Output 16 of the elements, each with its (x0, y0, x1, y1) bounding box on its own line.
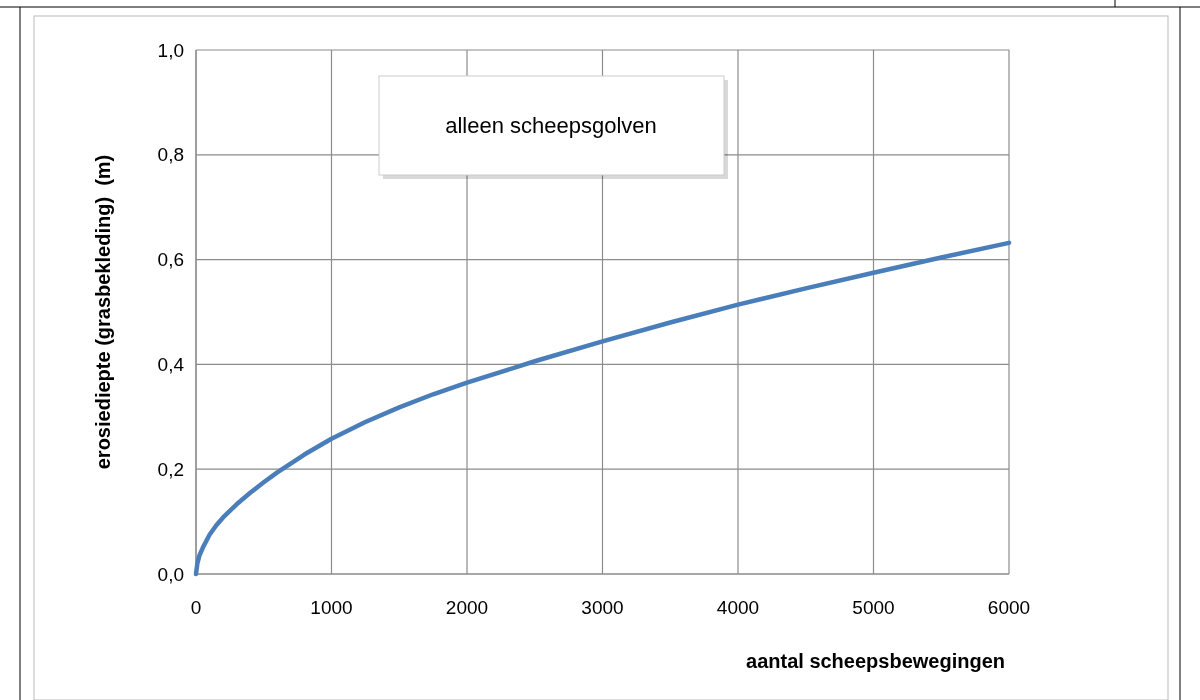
x-tick-label: 5000 (852, 597, 895, 618)
x-tick-label: 4000 (716, 597, 760, 618)
x-tick-label: 1000 (310, 597, 353, 618)
y-tick-label: 0,8 (157, 144, 184, 166)
y-tick-label: 1,0 (157, 39, 184, 61)
x-tick-label: 0 (190, 597, 202, 618)
x-tick-label: 6000 (987, 597, 1031, 618)
y-tick-label: 0,6 (157, 249, 184, 271)
x-tick-label: 2000 (445, 597, 489, 618)
y-tick-label: 0,0 (157, 563, 184, 585)
text: alleen scheepsgolven (445, 113, 657, 138)
x-axis-title: aantal scheepsbewegingen (746, 650, 1005, 672)
x-tick-label: 3000 (581, 597, 624, 618)
y-tick-label: 0,4 (157, 354, 185, 376)
y-tick-label: 0,2 (157, 458, 184, 480)
y-axis-title: erosiediepte (grasbekleding) (m) (92, 154, 114, 470)
